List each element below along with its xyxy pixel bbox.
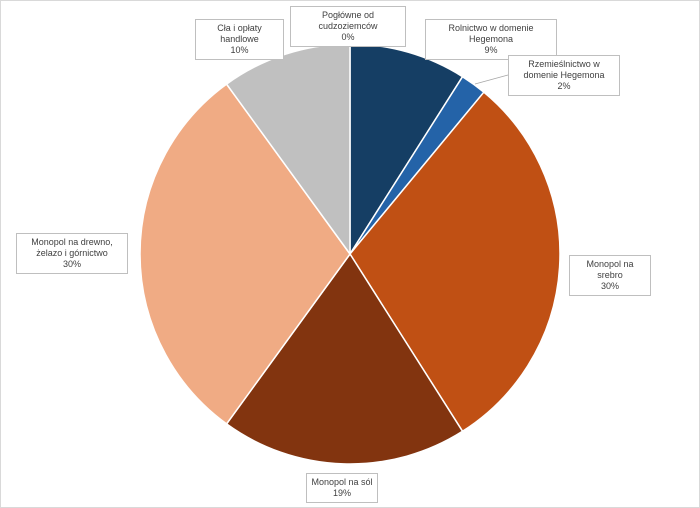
data-label-name: Rzemieślnictwo w domenie Hegemona (523, 59, 605, 80)
data-label-percent: 30% (600, 281, 619, 291)
data-label-name: Monopol na drewno, żelazo i górnictwo (31, 237, 113, 258)
data-label-percent: 0% (341, 32, 355, 42)
data-label-percent: 19% (332, 488, 351, 498)
data-label-rzemieslnictwo: Rzemieślnictwo w domenie Hegemona 2% (508, 55, 620, 96)
data-label-percent: 30% (62, 259, 81, 269)
pie-slice-4 (225, 252, 464, 465)
data-label-name: Rolnictwo w domenie Hegemona (448, 23, 534, 44)
data-label-cla: Cła i opłaty handlowe 10% (195, 19, 284, 60)
pie-slice-3 (349, 91, 561, 433)
leader-line (474, 74, 509, 85)
data-label-percent: 2% (557, 81, 571, 91)
data-label-drewno: Monopol na drewno, żelazo i górnictwo 30… (16, 233, 128, 274)
data-label-name: Monopol na sól (311, 477, 373, 487)
data-label-sol: Monopol na sól 19% (306, 473, 378, 503)
data-label-poglowne: Pogłówne od cudzoziemców 0% (290, 6, 406, 47)
data-label-percent: 10% (230, 45, 249, 55)
data-label-name: Cła i opłaty handlowe (217, 23, 262, 44)
data-label-srebro: Monopol na srebro 30% (569, 255, 651, 296)
data-label-percent: 9% (484, 45, 498, 55)
data-label-rolnictwo: Rolnictwo w domenie Hegemona 9% (425, 19, 557, 60)
data-label-name: Pogłówne od cudzoziemców (318, 10, 378, 31)
data-label-name: Monopol na srebro (586, 259, 634, 280)
pie-slice-5 (139, 83, 351, 425)
